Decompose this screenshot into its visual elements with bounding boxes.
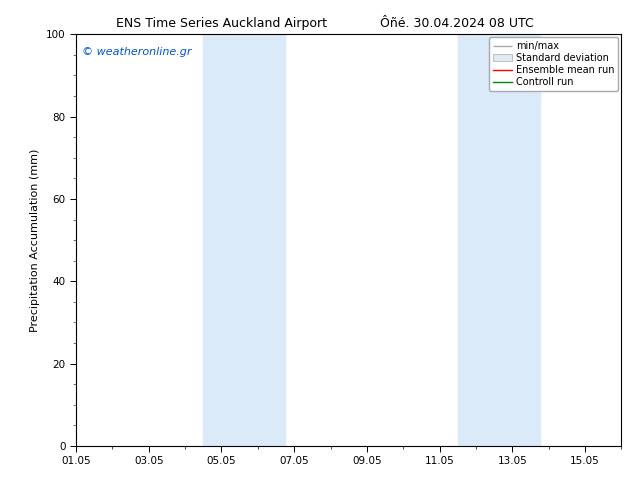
Text: © weatheronline.gr: © weatheronline.gr <box>82 47 191 57</box>
Bar <box>458 34 540 446</box>
Text: ENS Time Series Auckland Airport: ENS Time Series Auckland Airport <box>117 17 327 30</box>
Legend: min/max, Standard deviation, Ensemble mean run, Controll run: min/max, Standard deviation, Ensemble me… <box>489 37 618 91</box>
Text: Ôñé. 30.04.2024 08 UTC: Ôñé. 30.04.2024 08 UTC <box>380 17 533 30</box>
Bar <box>204 34 285 446</box>
Y-axis label: Precipitation Accumulation (mm): Precipitation Accumulation (mm) <box>30 148 41 332</box>
